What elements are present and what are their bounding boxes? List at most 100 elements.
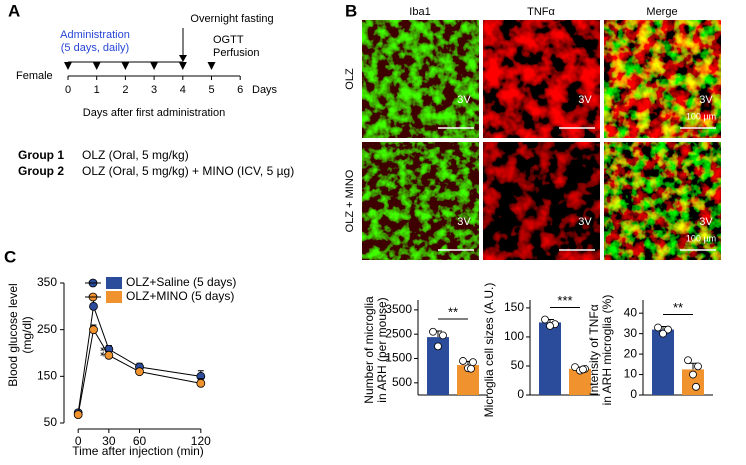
data-point [546, 322, 554, 330]
scale-label: 100 µm [686, 111, 716, 121]
marker [196, 378, 206, 388]
bar [539, 322, 561, 395]
marker [89, 301, 98, 311]
marker [73, 410, 83, 420]
dose-marker [178, 62, 187, 70]
marker [104, 350, 114, 360]
y-tick-label: 50 [511, 358, 525, 372]
y-tick-label: 500 [392, 375, 412, 389]
y-tick-label: 100 [504, 329, 524, 343]
data-point [692, 382, 700, 391]
data-point [434, 342, 442, 351]
micrograph [362, 142, 479, 260]
y-tick-label: 2500 [385, 326, 412, 340]
row-label: OLZ [344, 68, 356, 90]
y-tick-label: 0 [517, 387, 524, 401]
group-name: Group 2 [18, 164, 64, 178]
y-axis-label: (mg/dl) [20, 316, 34, 353]
region-label: 3V [699, 94, 713, 106]
data-point [467, 364, 475, 373]
y-tick-label: 40 [624, 305, 638, 319]
y-tick-label: 150 [504, 300, 524, 314]
dose-marker [92, 62, 101, 70]
timeline-x-label: Days after first administration [83, 107, 225, 119]
arrow-head [179, 55, 187, 62]
x-tick-label: 0 [75, 434, 82, 448]
panel-label: A [8, 1, 20, 20]
x-tick-label: 60 [133, 434, 147, 448]
data-point [684, 356, 692, 365]
legend-swatch [106, 291, 122, 303]
significance: *** [557, 293, 572, 308]
significance: ** [448, 304, 458, 319]
data-point [694, 362, 702, 371]
legend-label: OLZ+MINO (5 days) [126, 289, 234, 303]
data-point [469, 358, 477, 367]
day-label: 1 [94, 84, 100, 96]
significance: ** [93, 347, 108, 357]
region-label: 3V [578, 94, 592, 106]
data-point [654, 323, 662, 332]
y-axis-label: Microglia cell sizes (A.U.) [482, 283, 496, 418]
admin-detail: (5 days, daily) [61, 42, 129, 54]
y-tick-label: 10 [624, 367, 638, 381]
y-tick-label: 250 [37, 322, 57, 336]
fasting-label: Overnight fasting [190, 13, 273, 25]
data-point [659, 329, 667, 338]
significance: ** [673, 300, 683, 315]
region-label: 3V [457, 216, 471, 228]
row-label: OLZ + MINO [344, 169, 356, 232]
sex-label: Female [16, 70, 53, 82]
y-tick-label: 1500 [385, 351, 412, 365]
bar [427, 337, 449, 395]
y-axis-label: in ARH microglia (%) [600, 295, 614, 406]
y-axis-label: Intensity of TNFα [587, 304, 601, 395]
y-tick-label: 350 [37, 275, 57, 289]
region-label: 3V [578, 216, 592, 228]
data-point [664, 325, 672, 334]
day-label: 6 [237, 84, 243, 96]
group-name: Group 1 [18, 148, 64, 162]
dose-marker [121, 62, 130, 70]
dose-marker [207, 62, 216, 70]
legend-label: OLZ+Saline (5 days) [126, 275, 236, 289]
day-label: 3 [151, 84, 157, 96]
y-tick-label: 0 [630, 387, 637, 401]
days-unit: Days [252, 84, 278, 96]
x-tick-label: 30 [102, 434, 116, 448]
x-tick-label: 120 [191, 434, 211, 448]
micrograph [604, 142, 721, 260]
series-line [77, 306, 201, 413]
data-point [689, 370, 697, 379]
data-point [459, 357, 467, 365]
scale-label: 100 µm [686, 233, 716, 243]
y-tick-label: 3500 [385, 302, 412, 316]
day-label: 0 [65, 84, 71, 96]
y-tick-label: 50 [44, 415, 58, 429]
dose-marker [64, 62, 72, 70]
y-tick-label: 30 [624, 326, 638, 340]
marker [89, 325, 98, 335]
bar [652, 329, 674, 395]
admin-label: Administration [60, 29, 130, 41]
panel-label: B [345, 1, 357, 20]
y-tick-label: 20 [624, 346, 638, 360]
data-point [439, 331, 447, 340]
bar [569, 368, 591, 395]
micrograph [483, 142, 600, 260]
column-label: TNFα [527, 6, 555, 18]
region-label: 3V [699, 216, 713, 228]
x-axis-label: Time after injection (min) [72, 444, 204, 458]
day-label: 2 [122, 84, 128, 96]
perfusion-label: Perfusion [213, 47, 259, 59]
group-treatment: OLZ (Oral, 5 mg/kg) + MINO (ICV, 5 µg) [82, 164, 294, 178]
group-treatment: OLZ (Oral, 5 mg/kg) [82, 148, 189, 162]
day-label: 5 [208, 84, 214, 96]
data-point [429, 327, 437, 336]
ogtt-label: OGTT [213, 34, 244, 46]
data-point [541, 315, 549, 324]
region-label: 3V [457, 94, 471, 106]
legend-swatch [106, 277, 122, 289]
y-axis-label: Number of microglia [362, 296, 376, 404]
